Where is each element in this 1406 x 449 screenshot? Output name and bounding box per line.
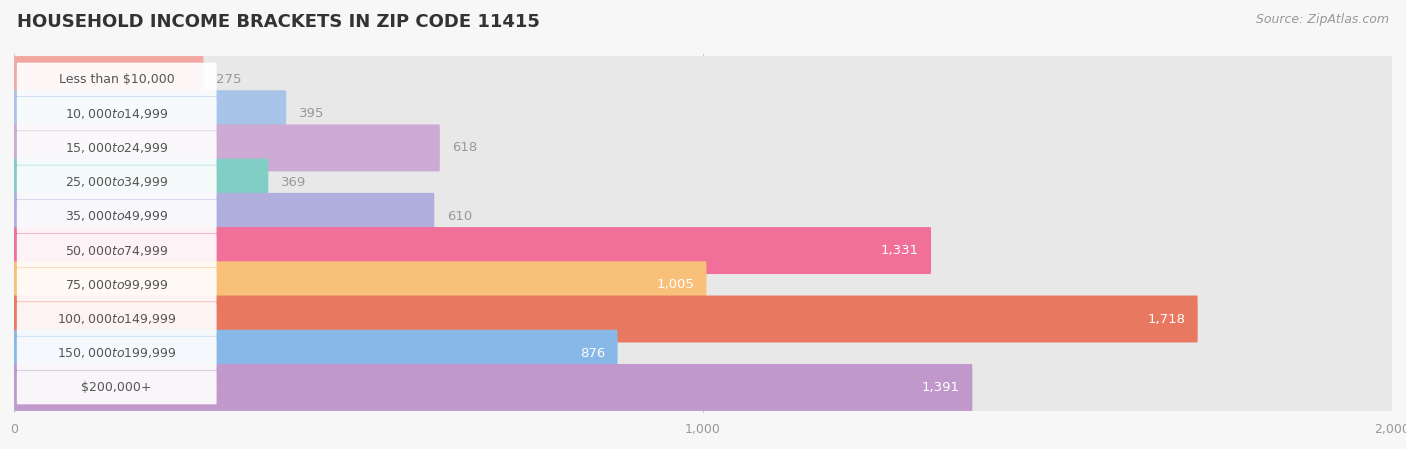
Text: 275: 275 xyxy=(217,73,242,86)
FancyBboxPatch shape xyxy=(17,233,217,268)
FancyBboxPatch shape xyxy=(17,199,217,233)
FancyBboxPatch shape xyxy=(14,261,706,308)
FancyBboxPatch shape xyxy=(14,124,1392,172)
FancyBboxPatch shape xyxy=(17,165,217,199)
FancyBboxPatch shape xyxy=(14,193,1392,240)
FancyBboxPatch shape xyxy=(14,330,1392,377)
FancyBboxPatch shape xyxy=(14,364,973,411)
FancyBboxPatch shape xyxy=(17,97,217,131)
FancyBboxPatch shape xyxy=(14,227,931,274)
Text: Source: ZipAtlas.com: Source: ZipAtlas.com xyxy=(1256,13,1389,26)
Text: Less than $10,000: Less than $10,000 xyxy=(59,73,174,86)
FancyBboxPatch shape xyxy=(14,193,434,240)
Text: 1,391: 1,391 xyxy=(922,381,960,394)
FancyBboxPatch shape xyxy=(14,261,1392,308)
FancyBboxPatch shape xyxy=(17,336,217,370)
Text: $100,000 to $149,999: $100,000 to $149,999 xyxy=(58,312,176,326)
FancyBboxPatch shape xyxy=(17,302,217,336)
Text: $150,000 to $199,999: $150,000 to $199,999 xyxy=(58,346,176,360)
FancyBboxPatch shape xyxy=(14,56,1392,103)
Text: 610: 610 xyxy=(447,210,472,223)
Text: $200,000+: $200,000+ xyxy=(82,381,152,394)
FancyBboxPatch shape xyxy=(14,227,1392,274)
FancyBboxPatch shape xyxy=(14,158,1392,206)
Text: $35,000 to $49,999: $35,000 to $49,999 xyxy=(65,209,169,223)
Text: HOUSEHOLD INCOME BRACKETS IN ZIP CODE 11415: HOUSEHOLD INCOME BRACKETS IN ZIP CODE 11… xyxy=(17,13,540,31)
Text: $15,000 to $24,999: $15,000 to $24,999 xyxy=(65,141,169,155)
Text: 1,331: 1,331 xyxy=(880,244,918,257)
Text: 369: 369 xyxy=(281,176,307,189)
Text: 395: 395 xyxy=(298,107,323,120)
Text: $75,000 to $99,999: $75,000 to $99,999 xyxy=(65,278,169,292)
FancyBboxPatch shape xyxy=(14,295,1198,343)
FancyBboxPatch shape xyxy=(14,90,287,137)
Text: $10,000 to $14,999: $10,000 to $14,999 xyxy=(65,107,169,121)
FancyBboxPatch shape xyxy=(17,370,217,404)
Text: 618: 618 xyxy=(453,141,478,154)
FancyBboxPatch shape xyxy=(14,56,204,103)
Text: $25,000 to $34,999: $25,000 to $34,999 xyxy=(65,175,169,189)
FancyBboxPatch shape xyxy=(14,124,440,172)
FancyBboxPatch shape xyxy=(14,90,1392,137)
Text: 1,005: 1,005 xyxy=(657,278,695,291)
FancyBboxPatch shape xyxy=(17,131,217,165)
FancyBboxPatch shape xyxy=(14,295,1392,343)
FancyBboxPatch shape xyxy=(17,268,217,302)
FancyBboxPatch shape xyxy=(14,158,269,206)
FancyBboxPatch shape xyxy=(14,364,1392,411)
Text: 1,718: 1,718 xyxy=(1147,313,1185,326)
FancyBboxPatch shape xyxy=(17,63,217,97)
Text: 876: 876 xyxy=(579,347,605,360)
Text: $50,000 to $74,999: $50,000 to $74,999 xyxy=(65,244,169,258)
FancyBboxPatch shape xyxy=(14,330,617,377)
